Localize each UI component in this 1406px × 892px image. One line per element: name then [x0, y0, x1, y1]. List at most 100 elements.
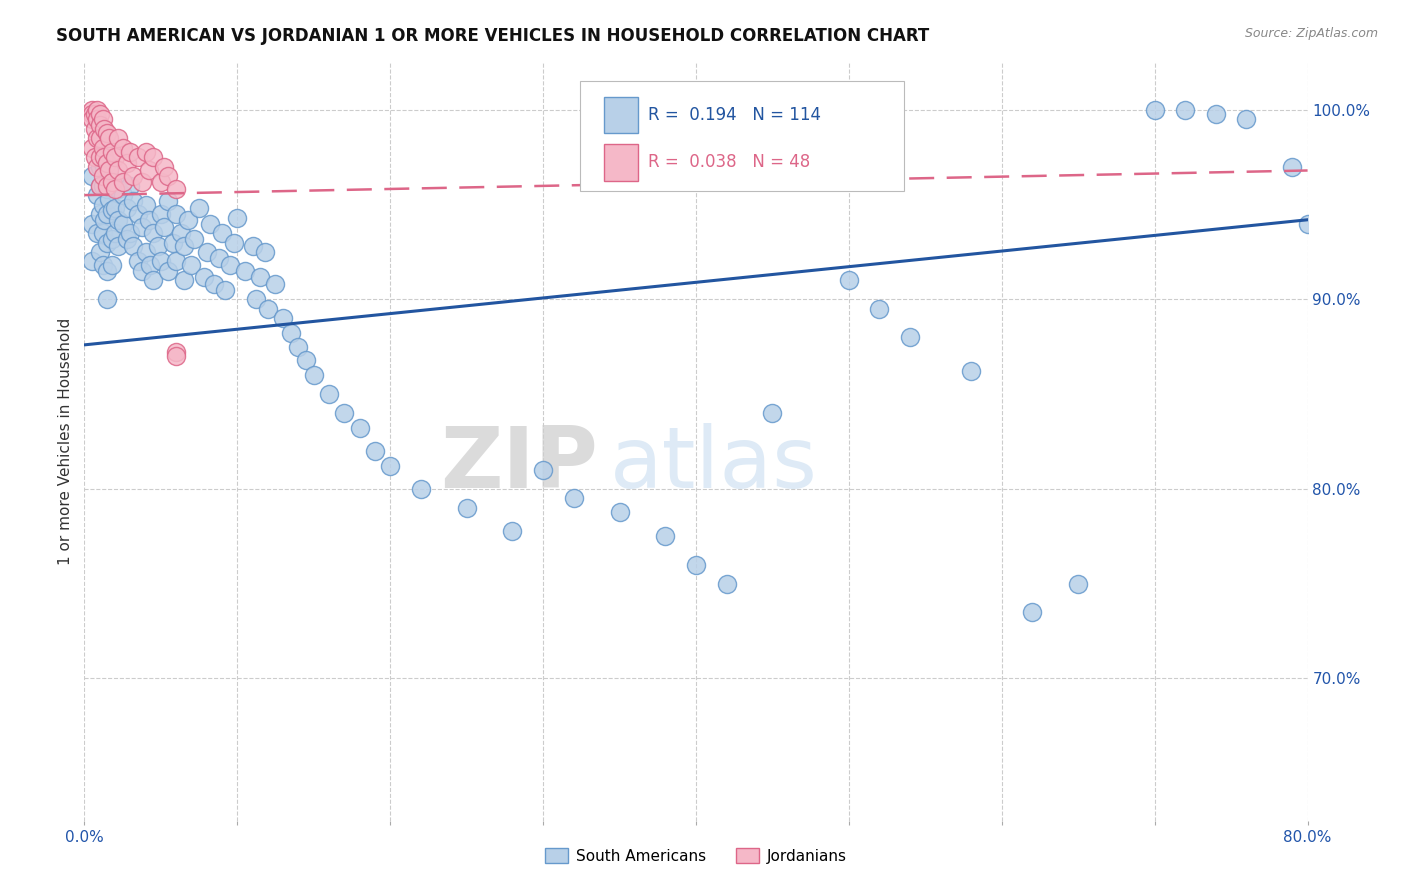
Point — [157, 169, 180, 183]
Point — [654, 529, 676, 543]
Point — [86, 160, 108, 174]
Point — [253, 244, 276, 259]
Point — [349, 421, 371, 435]
Point — [86, 103, 108, 117]
Point — [93, 121, 115, 136]
Point — [898, 330, 921, 344]
Point — [716, 576, 738, 591]
Point — [264, 277, 287, 292]
Point — [138, 212, 160, 227]
Point — [177, 212, 200, 227]
Point — [107, 212, 129, 227]
Point — [111, 175, 134, 189]
Point — [242, 239, 264, 253]
Point — [127, 150, 149, 164]
Point — [80, 217, 103, 231]
Point — [97, 163, 120, 178]
Point — [104, 150, 127, 164]
Point — [115, 156, 138, 170]
Point — [89, 118, 111, 132]
Point — [157, 264, 180, 278]
Text: SOUTH AMERICAN VS JORDANIAN 1 OR MORE VEHICLES IN HOUSEHOLD CORRELATION CHART: SOUTH AMERICAN VS JORDANIAN 1 OR MORE VE… — [56, 27, 929, 45]
Point — [89, 150, 111, 164]
Point — [96, 126, 118, 140]
Point — [183, 232, 205, 246]
Point — [135, 244, 157, 259]
Point — [257, 301, 280, 316]
Point — [142, 226, 165, 240]
Point — [122, 239, 145, 253]
Point — [1296, 217, 1319, 231]
Point — [122, 194, 145, 208]
Point — [91, 178, 114, 193]
Point — [97, 192, 120, 206]
Point — [318, 387, 340, 401]
FancyBboxPatch shape — [605, 145, 638, 180]
Point — [153, 160, 176, 174]
Point — [120, 226, 142, 240]
Point — [80, 112, 103, 127]
Point — [280, 326, 302, 341]
Point — [138, 163, 160, 178]
Point — [170, 226, 193, 240]
Point — [115, 232, 138, 246]
Point — [104, 202, 127, 216]
Point — [135, 145, 157, 159]
Point — [208, 251, 231, 265]
Point — [93, 160, 115, 174]
Point — [142, 150, 165, 164]
Point — [869, 301, 891, 316]
Point — [302, 368, 325, 383]
Point — [233, 264, 256, 278]
Point — [96, 178, 118, 193]
Y-axis label: 1 or more Vehicles in Household: 1 or more Vehicles in Household — [58, 318, 73, 566]
Point — [153, 220, 176, 235]
Point — [380, 459, 402, 474]
Point — [409, 482, 432, 496]
Point — [96, 182, 118, 196]
Point — [80, 141, 103, 155]
Point — [456, 500, 478, 515]
Point — [226, 211, 249, 225]
Point — [131, 175, 153, 189]
Point — [101, 175, 124, 189]
Point — [80, 103, 103, 117]
Point — [120, 178, 142, 193]
Point — [91, 197, 114, 211]
Point — [111, 188, 134, 202]
Point — [96, 264, 118, 278]
Point — [214, 283, 236, 297]
Point — [1021, 605, 1043, 619]
Point — [142, 273, 165, 287]
Point — [120, 145, 142, 159]
Point — [685, 558, 707, 572]
Point — [80, 254, 103, 268]
Point — [111, 141, 134, 155]
Point — [165, 349, 187, 363]
Point — [101, 203, 124, 218]
Point — [198, 217, 221, 231]
Text: atlas: atlas — [610, 423, 818, 506]
Point — [1067, 576, 1090, 591]
Point — [111, 217, 134, 231]
Point — [107, 182, 129, 196]
Point — [271, 311, 294, 326]
Point — [127, 254, 149, 268]
Point — [838, 273, 860, 287]
Point — [101, 258, 124, 272]
Point — [960, 364, 983, 378]
FancyBboxPatch shape — [605, 97, 638, 133]
Point — [224, 235, 246, 250]
Point — [89, 207, 111, 221]
Point — [107, 163, 129, 178]
Point — [86, 188, 108, 202]
Point — [249, 269, 271, 284]
Point — [333, 406, 356, 420]
Point — [761, 406, 783, 420]
Point — [91, 112, 114, 127]
Point — [96, 235, 118, 250]
Point — [1143, 103, 1166, 117]
Point — [104, 226, 127, 240]
Text: Source: ZipAtlas.com: Source: ZipAtlas.com — [1244, 27, 1378, 40]
Point — [195, 244, 218, 259]
